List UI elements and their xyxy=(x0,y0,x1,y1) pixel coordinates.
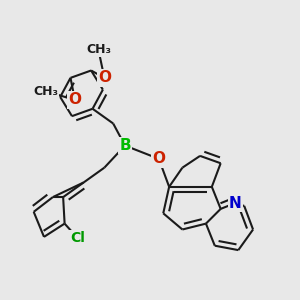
Text: O: O xyxy=(152,151,165,166)
Text: CH₃: CH₃ xyxy=(86,44,111,56)
Text: O: O xyxy=(98,70,111,86)
Text: B: B xyxy=(119,138,131,153)
Text: CH₃: CH₃ xyxy=(33,85,58,98)
Text: Cl: Cl xyxy=(70,231,85,245)
Text: N: N xyxy=(229,196,242,211)
Text: O: O xyxy=(68,92,81,107)
